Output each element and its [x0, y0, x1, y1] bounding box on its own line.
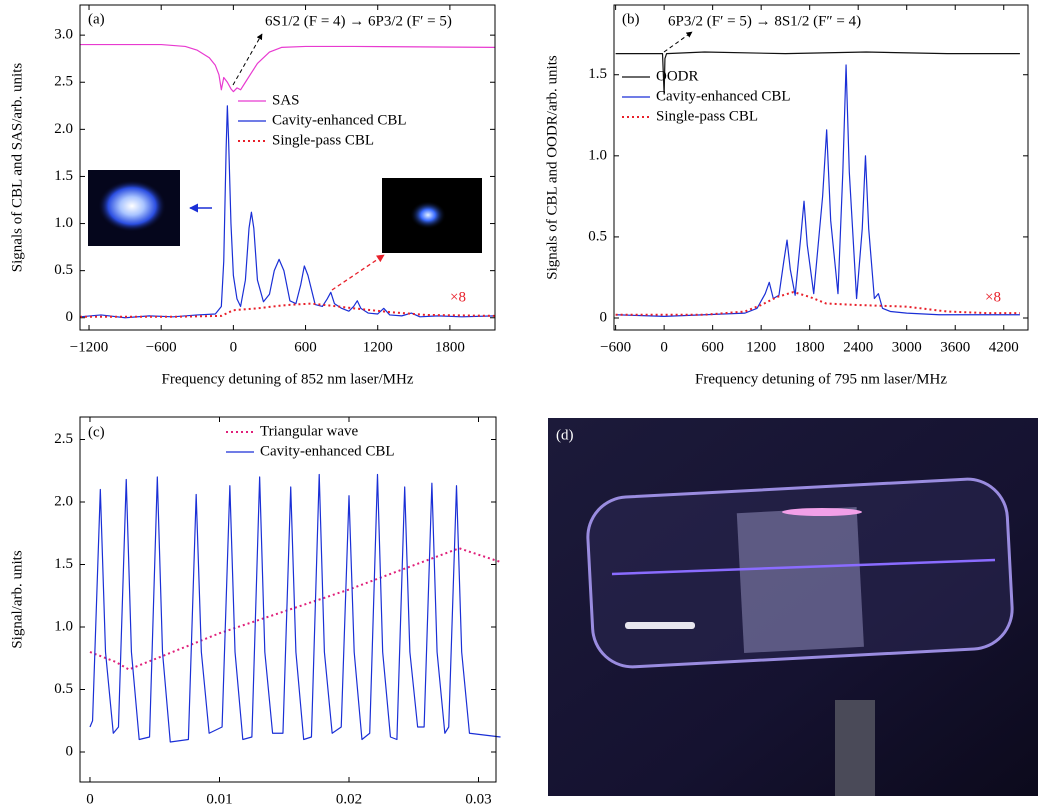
- y-axis-label: Signals of CBL and SAS/arb. units: [9, 63, 25, 273]
- annotation: ×8: [450, 289, 466, 305]
- series-line: [89, 547, 501, 671]
- beam-spot: [410, 201, 446, 229]
- x-tick-label: 0.01: [206, 791, 232, 807]
- y-tick-label: 2.5: [54, 74, 73, 90]
- x-tick-label: 0.02: [336, 791, 362, 807]
- x-tick-label: 3600: [940, 339, 970, 355]
- chart: −600 0 600 1200 1800 2400 3000 3600 4200 0 0.5 1.0 1…: [544, 4, 1029, 387]
- legend-label: Single-pass CBL: [272, 132, 374, 148]
- series-line: [89, 473, 501, 743]
- chart: −1200 −600 0 600 1200 1800 0 0.5 1.0 1.5 2.0 2.5 3.0…: [9, 4, 496, 387]
- x-tick-label: 1800: [435, 339, 465, 355]
- series-line: [615, 51, 1020, 95]
- legend-label: Cavity-enhanced CBL: [656, 88, 791, 104]
- arrow: [232, 33, 263, 86]
- series-line: [80, 43, 496, 93]
- legend-label: OODR: [656, 68, 699, 84]
- annotation: (b): [622, 11, 640, 27]
- series-line: [615, 64, 1020, 317]
- legend-label: Cavity-enhanced CBL: [272, 112, 407, 128]
- y-tick-label: 1.0: [54, 618, 73, 634]
- annotation: 6S1/2 (F = 4) → 6P3/2 (F′ = 5): [265, 13, 452, 29]
- x-tick-label: 4200: [989, 339, 1019, 355]
- beam-spot: [98, 180, 166, 232]
- x-tick-label: 1200: [363, 339, 393, 355]
- x-tick-label: 600: [294, 339, 317, 355]
- beam: [611, 558, 996, 576]
- panel-label: (d): [556, 427, 574, 443]
- x-tick-label: 1200: [746, 339, 776, 355]
- y-tick-label: 0: [66, 309, 74, 325]
- heater: [736, 506, 864, 654]
- insets: [88, 31, 693, 291]
- mount: [835, 700, 875, 796]
- x-tick-label: 0: [230, 339, 238, 355]
- y-tick-label: 0.5: [588, 228, 607, 244]
- x-axis-label: Frequency detuning of 852 nm laser/MHz: [161, 371, 413, 387]
- x-tick-label: 600: [701, 339, 724, 355]
- x-tick-label: −1200: [70, 339, 108, 355]
- legend-label: Cavity-enhanced CBL: [260, 443, 395, 459]
- photo-d: (d): [548, 418, 1038, 796]
- arrow: [331, 254, 385, 291]
- x-tick-label: −600: [146, 339, 177, 355]
- x-tick-label: −600: [600, 339, 631, 355]
- series-line: [79, 105, 496, 319]
- x-axis-label: Frequency detuning of 795 nm laser/MHz: [695, 371, 947, 387]
- y-tick-label: 1.5: [54, 556, 73, 572]
- x-tick-label: 3000: [892, 339, 922, 355]
- series-line: [615, 291, 1020, 316]
- glow: [782, 508, 862, 516]
- y-axis-label: Signals of CBL and OODR/arb. units: [544, 55, 560, 280]
- y-tick-label: 2.5: [54, 431, 73, 447]
- y-axis-label: Signal/arb. units: [9, 550, 25, 648]
- y-tick-label: 1.0: [54, 215, 73, 231]
- annotation: ×8: [985, 289, 1001, 305]
- y-tick-label: 2.0: [54, 121, 73, 137]
- arrow: [663, 31, 693, 53]
- plot-frame: [79, 4, 496, 331]
- y-tick-label: 2.0: [54, 493, 73, 509]
- x-tick-label: 0.03: [465, 791, 491, 807]
- legend-label: SAS: [272, 92, 300, 108]
- y-tick-label: 1.5: [588, 66, 607, 82]
- y-tick-label: 0.5: [54, 681, 73, 697]
- y-tick-label: 0: [66, 743, 74, 759]
- legend-label: Triangular wave: [260, 423, 359, 439]
- annotation: 6P3/2 (F′ = 5) → 8S1/2 (F″ = 4): [668, 13, 861, 29]
- plot-frame: [613, 4, 1029, 331]
- y-tick-label: 3.0: [54, 27, 73, 43]
- annotation: (a): [88, 11, 105, 27]
- annotation: (c): [88, 424, 105, 440]
- plot-frame: [79, 416, 497, 783]
- y-tick-label: 1.0: [588, 147, 607, 163]
- x-tick-label: 0: [660, 339, 668, 355]
- y-tick-label: 1.5: [54, 168, 73, 184]
- x-tick-label: 1800: [795, 339, 825, 355]
- reflection: [625, 622, 695, 629]
- series-line: [80, 302, 496, 318]
- legend-label: Single-pass CBL: [656, 108, 758, 124]
- x-tick-label: 2400: [843, 339, 873, 355]
- x-tick-label: 0: [86, 791, 94, 807]
- y-tick-label: 0: [600, 309, 608, 325]
- y-tick-label: 0.5: [54, 262, 73, 278]
- chart: 0 0.01 0.02 0.03 0 0.5 1.0 1.5 2.0 2.5 Triangular …: [9, 416, 501, 807]
